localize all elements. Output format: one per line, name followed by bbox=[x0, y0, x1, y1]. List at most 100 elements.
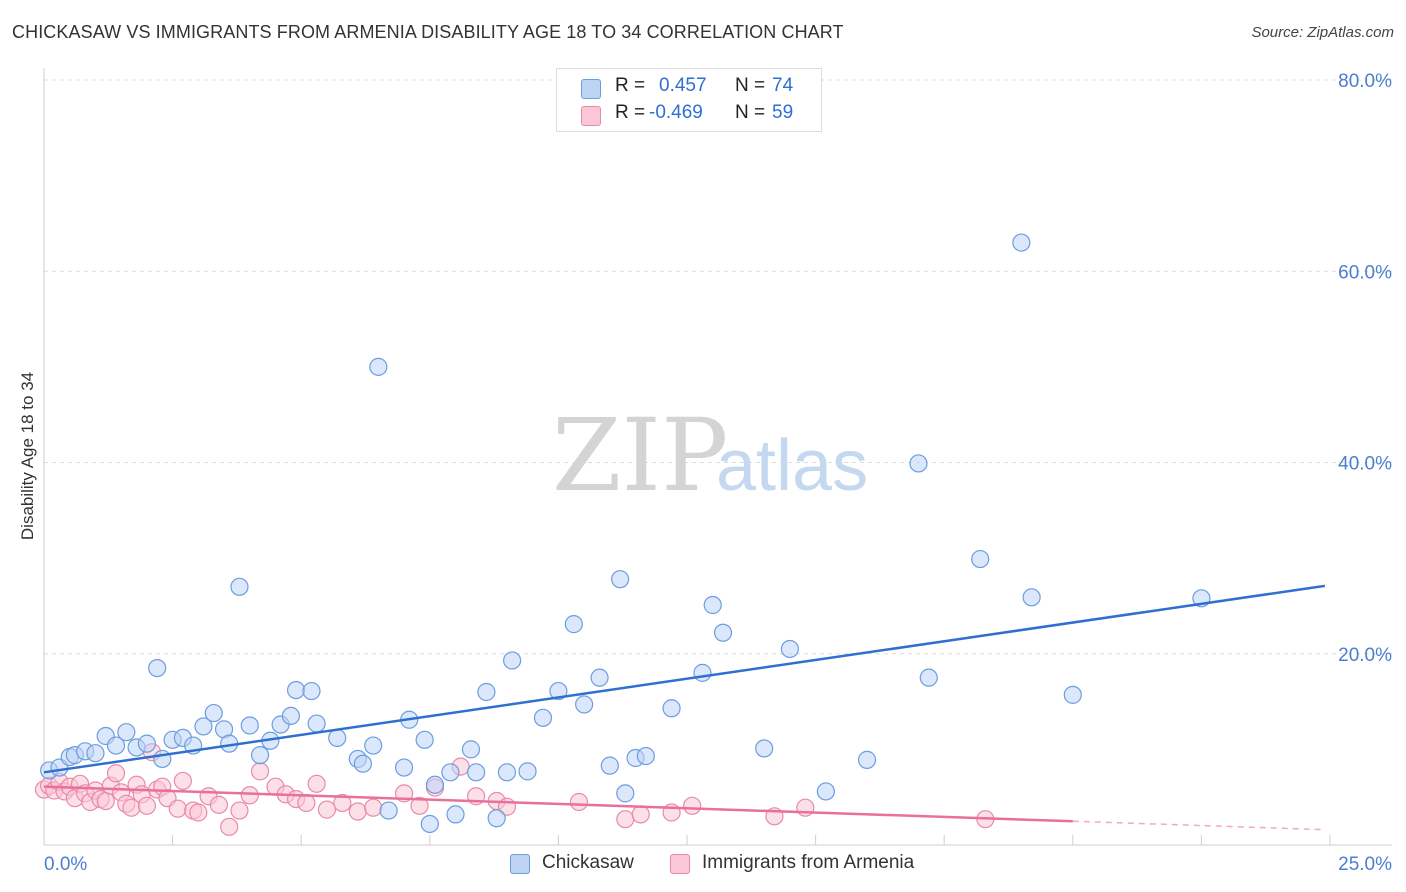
y-tick-label: 60.0% bbox=[1338, 262, 1392, 283]
chickasaw-point[interactable] bbox=[816, 782, 835, 801]
chickasaw-point[interactable] bbox=[1063, 685, 1082, 704]
chickasaw-point[interactable] bbox=[425, 775, 445, 794]
chickasaw-point[interactable] bbox=[518, 762, 537, 781]
chickasaw-point[interactable] bbox=[364, 736, 383, 755]
chickasaw-point[interactable] bbox=[86, 744, 105, 763]
n-label: N = bbox=[735, 102, 766, 123]
chickasaw-point[interactable] bbox=[353, 754, 373, 773]
armenia-point[interactable] bbox=[307, 774, 326, 793]
chart-title: CHICKASAW VS IMMIGRANTS FROM ARMENIA DIS… bbox=[12, 22, 844, 42]
chickasaw-point[interactable] bbox=[662, 699, 681, 718]
chickasaw-point[interactable] bbox=[780, 639, 799, 659]
watermark-atlas: atlas bbox=[716, 426, 868, 506]
trend-lines bbox=[43, 584, 1326, 831]
n-value: 59 bbox=[772, 102, 794, 123]
chickasaw-trend-line bbox=[43, 584, 1326, 774]
armenia-point[interactable] bbox=[230, 801, 249, 820]
chickasaw-point[interactable] bbox=[971, 549, 990, 569]
r-label: R = bbox=[615, 102, 646, 123]
chickasaw-point[interactable] bbox=[307, 714, 326, 733]
armenia-trend-line-extension bbox=[1072, 820, 1325, 831]
stats-box: R = 0.457 N = 74 R = -0.469 N = 59 bbox=[556, 68, 822, 132]
armenia-point[interactable] bbox=[240, 786, 259, 805]
chickasaw-point[interactable] bbox=[302, 681, 321, 701]
armenia-point[interactable] bbox=[333, 793, 352, 813]
chickasaw-point[interactable] bbox=[446, 805, 465, 824]
armenia-point[interactable] bbox=[173, 771, 192, 791]
armenia-point[interactable] bbox=[168, 799, 187, 818]
chickasaw-point[interactable] bbox=[106, 736, 126, 755]
armenia-point[interactable] bbox=[106, 764, 126, 783]
armenia-point[interactable] bbox=[317, 800, 337, 819]
chickasaw-point[interactable] bbox=[693, 663, 712, 682]
armenia-point[interactable] bbox=[297, 793, 316, 813]
legend-label-chickasaw: Chickasaw bbox=[542, 852, 634, 873]
armenia-point[interactable] bbox=[410, 796, 429, 815]
chickasaw-point[interactable] bbox=[909, 454, 928, 473]
armenia-point[interactable] bbox=[364, 798, 383, 817]
watermark: ZIP atlas bbox=[552, 397, 868, 514]
chickasaw-point[interactable] bbox=[420, 814, 439, 834]
chickasaw-point[interactable] bbox=[497, 763, 517, 782]
chickasaw-point[interactable] bbox=[590, 668, 609, 687]
r-value: 0.457 bbox=[659, 75, 707, 96]
legend-label-armenia: Immigrants from Armenia bbox=[702, 852, 915, 873]
chickasaw-point[interactable] bbox=[503, 651, 522, 670]
chickasaw-point[interactable] bbox=[1012, 233, 1031, 252]
chickasaw-point[interactable] bbox=[194, 717, 213, 736]
watermark-zip: ZIP bbox=[552, 397, 728, 514]
y-tick-label: 40.0% bbox=[1338, 454, 1392, 475]
chickasaw-point[interactable] bbox=[1022, 588, 1041, 607]
r-value: -0.469 bbox=[649, 102, 703, 123]
chickasaw-point[interactable] bbox=[441, 763, 460, 782]
chickasaw-point[interactable] bbox=[919, 668, 938, 687]
armenia-point[interactable] bbox=[631, 805, 650, 824]
y-tick-label: 80.0% bbox=[1338, 71, 1392, 92]
armenia-point[interactable] bbox=[250, 762, 270, 781]
chickasaw-point[interactable] bbox=[240, 716, 259, 735]
chickasaw-point[interactable] bbox=[487, 809, 506, 828]
chickasaw-point[interactable] bbox=[755, 739, 774, 758]
armenia-point[interactable] bbox=[683, 796, 702, 815]
chickasaw-point[interactable] bbox=[636, 746, 655, 766]
armenia-point[interactable] bbox=[616, 810, 635, 829]
chickasaw-point[interactable] bbox=[564, 615, 583, 634]
chickasaw-point[interactable] bbox=[394, 758, 414, 777]
chickasaw-point[interactable] bbox=[703, 595, 722, 615]
chickasaw-point[interactable] bbox=[575, 695, 594, 714]
chickasaw-point[interactable] bbox=[281, 706, 301, 726]
chickasaw-point[interactable] bbox=[286, 680, 306, 700]
chickasaw-point[interactable] bbox=[611, 570, 630, 589]
armenia-point[interactable] bbox=[96, 791, 115, 811]
chickasaw-point[interactable] bbox=[328, 728, 347, 748]
chickasaw-point[interactable] bbox=[250, 746, 270, 765]
armenia-point[interactable] bbox=[569, 792, 589, 812]
armenia-point[interactable] bbox=[220, 817, 239, 836]
chickasaw-point[interactable] bbox=[137, 734, 156, 753]
data-points bbox=[34, 233, 1211, 836]
chickasaw-point[interactable] bbox=[713, 623, 733, 642]
chickasaw-point[interactable] bbox=[148, 658, 167, 678]
chickasaw-point[interactable] bbox=[477, 682, 496, 702]
swatch-armenia bbox=[581, 106, 601, 126]
legend-swatch-armenia bbox=[670, 854, 690, 874]
chickasaw-point[interactable] bbox=[600, 756, 619, 775]
armenia-point[interactable] bbox=[137, 796, 156, 815]
armenia-point[interactable] bbox=[189, 803, 208, 822]
chickasaw-point[interactable] bbox=[204, 703, 223, 723]
y-tick-label: 20.0% bbox=[1338, 645, 1392, 666]
chickasaw-point[interactable] bbox=[415, 730, 434, 749]
chickasaw-point[interactable] bbox=[369, 357, 388, 376]
chickasaw-point[interactable] bbox=[857, 750, 877, 769]
chickasaw-point[interactable] bbox=[549, 681, 568, 701]
chickasaw-point[interactable] bbox=[466, 763, 486, 782]
legend-swatch-chickasaw bbox=[510, 854, 530, 874]
chickasaw-point[interactable] bbox=[117, 723, 136, 742]
chickasaw-point[interactable] bbox=[461, 740, 481, 759]
armenia-point[interactable] bbox=[209, 795, 228, 814]
chickasaw-point[interactable] bbox=[533, 708, 553, 727]
chickasaw-point[interactable] bbox=[230, 577, 249, 596]
armenia-point[interactable] bbox=[348, 802, 367, 821]
chickasaw-point[interactable] bbox=[379, 801, 398, 820]
chickasaw-point[interactable] bbox=[616, 784, 635, 803]
